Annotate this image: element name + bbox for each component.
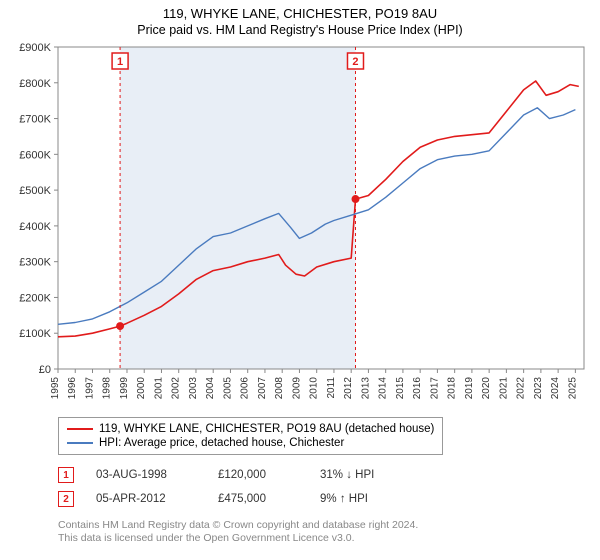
svg-text:2003: 2003	[188, 377, 199, 400]
svg-text:2006: 2006	[240, 377, 251, 400]
svg-text:2001: 2001	[153, 377, 164, 400]
svg-text:2: 2	[352, 56, 358, 68]
legend: 119, WHYKE LANE, CHICHESTER, PO19 8AU (d…	[58, 417, 443, 455]
svg-text:2010: 2010	[309, 377, 320, 400]
svg-text:2020: 2020	[481, 377, 492, 400]
sale-date: 05-APR-2012	[96, 493, 196, 505]
price-chart: £0 £100K £200K £300K £400K £500K £600K £700K £80…	[12, 41, 588, 411]
legend-swatch	[67, 442, 93, 444]
svg-text:£0: £0	[39, 364, 51, 376]
svg-text:2017: 2017	[429, 377, 440, 400]
page-subtitle: Price paid vs. HM Land Registry's House …	[12, 23, 588, 37]
legend-label: HPI: Average price, detached house, Chic…	[99, 437, 344, 449]
svg-text:£100K: £100K	[19, 328, 51, 340]
svg-text:£900K: £900K	[19, 42, 51, 54]
svg-text:2011: 2011	[326, 377, 337, 399]
svg-text:2005: 2005	[222, 377, 233, 400]
svg-text:£200K: £200K	[19, 292, 51, 304]
svg-text:£300K: £300K	[19, 257, 51, 269]
sale-date: 03-AUG-1998	[96, 469, 196, 481]
sale-row: 1 03-AUG-1998 £120,000 31% ↓ HPI	[58, 463, 588, 487]
svg-text:2007: 2007	[257, 377, 268, 400]
svg-text:1: 1	[117, 56, 123, 68]
sale-diff: 31% ↓ HPI	[320, 469, 410, 481]
svg-text:£500K: £500K	[19, 185, 51, 197]
sale-diff: 9% ↑ HPI	[320, 493, 410, 505]
sale-marker-box: 2	[58, 491, 74, 507]
svg-text:1999: 1999	[119, 377, 130, 400]
sale-price: £120,000	[218, 469, 298, 481]
legend-label: 119, WHYKE LANE, CHICHESTER, PO19 8AU (d…	[99, 423, 434, 435]
svg-text:£400K: £400K	[19, 221, 51, 233]
svg-text:2002: 2002	[171, 377, 182, 400]
sale-price: £475,000	[218, 493, 298, 505]
svg-text:2012: 2012	[343, 377, 354, 400]
svg-text:2008: 2008	[274, 377, 285, 400]
svg-text:2015: 2015	[395, 377, 406, 400]
footer-attribution: Contains HM Land Registry data © Crown c…	[58, 519, 588, 545]
svg-text:2025: 2025	[567, 377, 578, 400]
sale-row: 2 05-APR-2012 £475,000 9% ↑ HPI	[58, 487, 588, 511]
svg-text:1995: 1995	[50, 377, 61, 400]
svg-text:2023: 2023	[533, 377, 544, 400]
svg-text:1997: 1997	[84, 377, 95, 400]
svg-text:2000: 2000	[136, 377, 147, 400]
legend-item: HPI: Average price, detached house, Chic…	[67, 436, 434, 450]
svg-text:£700K: £700K	[19, 114, 51, 126]
svg-text:£600K: £600K	[19, 149, 51, 161]
svg-text:2019: 2019	[464, 377, 475, 400]
svg-text:2004: 2004	[205, 377, 216, 400]
svg-text:2018: 2018	[447, 377, 458, 400]
svg-text:2016: 2016	[412, 377, 423, 400]
svg-text:2014: 2014	[378, 377, 389, 400]
svg-text:1998: 1998	[102, 377, 113, 400]
footer-line-1: Contains HM Land Registry data © Crown c…	[58, 519, 588, 532]
svg-text:2009: 2009	[291, 377, 302, 400]
page-title: 119, WHYKE LANE, CHICHESTER, PO19 8AU	[12, 6, 588, 21]
svg-text:2021: 2021	[498, 377, 509, 400]
svg-text:2024: 2024	[550, 377, 561, 400]
sales-table: 1 03-AUG-1998 £120,000 31% ↓ HPI 2 05-APR-201…	[58, 463, 588, 511]
sale-marker-box: 1	[58, 467, 74, 483]
svg-text:£800K: £800K	[19, 78, 51, 90]
svg-text:2022: 2022	[516, 377, 527, 400]
svg-text:2013: 2013	[360, 377, 371, 400]
legend-item: 119, WHYKE LANE, CHICHESTER, PO19 8AU (d…	[67, 422, 434, 436]
legend-swatch	[67, 428, 93, 430]
footer-line-2: This data is licensed under the Open Gov…	[58, 532, 588, 545]
svg-text:1996: 1996	[67, 377, 78, 400]
